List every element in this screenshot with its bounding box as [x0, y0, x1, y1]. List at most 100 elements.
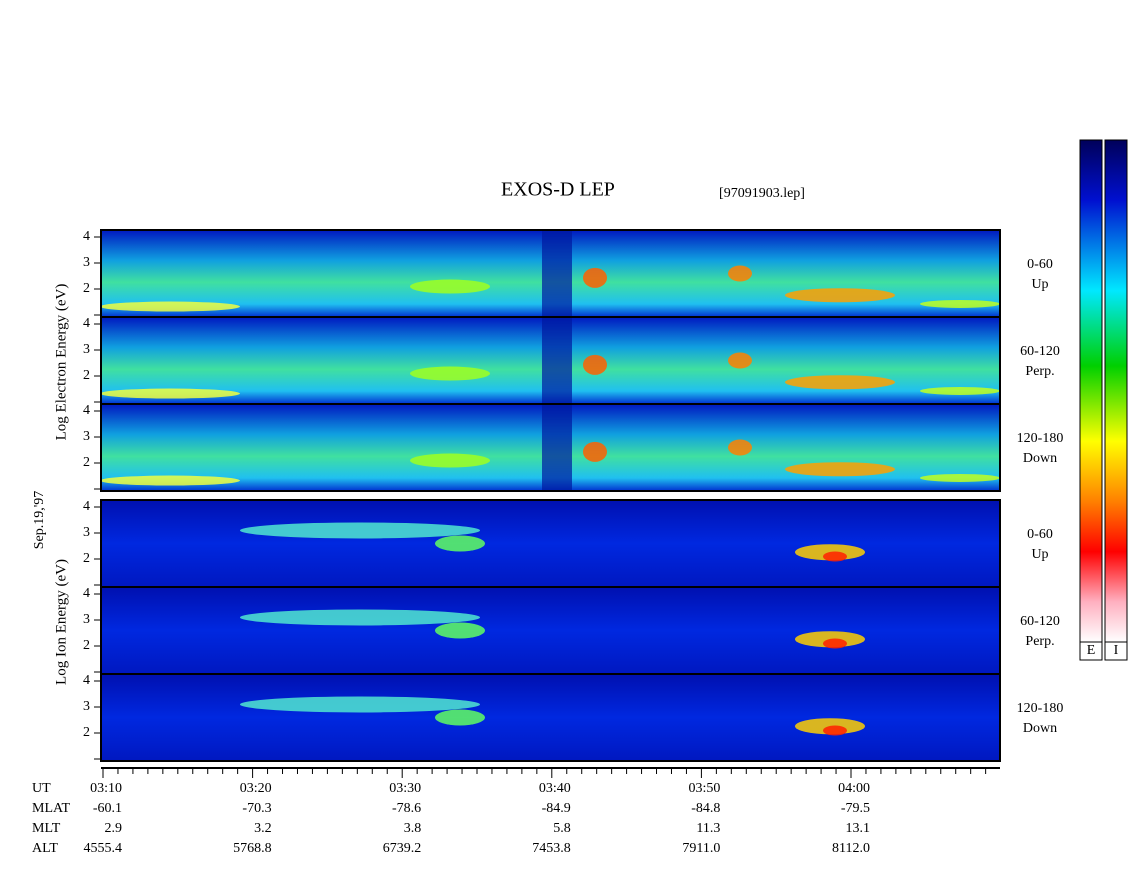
- title: EXOS-D LEP: [501, 179, 615, 201]
- data-gap: [542, 317, 572, 404]
- spectrogram-feature: [435, 535, 485, 552]
- energy-tick-label: 3: [83, 255, 90, 270]
- row-value: 11.3: [696, 821, 720, 836]
- row-value: 03:40: [539, 781, 571, 796]
- panel-label: 0-60: [1027, 527, 1053, 542]
- row-value: 4555.4: [84, 841, 123, 856]
- date: Sep.19,'97: [32, 491, 47, 550]
- panel-label: Down: [1023, 721, 1057, 736]
- row-value: 13.1: [846, 821, 871, 836]
- spectrogram-feature: [583, 441, 607, 462]
- spectrogram-feature: [435, 709, 485, 726]
- energy-tick-label: 4: [83, 229, 90, 244]
- panel-label: Down: [1023, 451, 1057, 466]
- panel-label: 120-180: [1017, 431, 1064, 446]
- spectrogram-panel: [101, 674, 1000, 761]
- panel-label: 120-180: [1017, 701, 1064, 716]
- spectrogram-feature: [920, 299, 1000, 308]
- data-gap: [542, 404, 572, 491]
- panel-label: Perp.: [1025, 634, 1054, 649]
- row-value: -84.8: [691, 801, 720, 816]
- panel-label: 0-60: [1027, 257, 1053, 272]
- row-label: MLAT: [32, 801, 71, 816]
- spectrogram-feature: [583, 267, 607, 288]
- energy-tick-label: 2: [83, 725, 90, 740]
- row-value: 03:10: [90, 781, 122, 796]
- row-value: -79.5: [841, 801, 870, 816]
- energy-tick-label: 2: [83, 551, 90, 566]
- row-value: 3.8: [404, 821, 422, 836]
- spectrogram-feature: [100, 388, 240, 399]
- energy-tick-label: 4: [83, 316, 90, 331]
- row-value: 7453.8: [532, 841, 571, 856]
- row-value: 5.8: [553, 821, 571, 836]
- spectrogram-feature: [785, 375, 895, 390]
- energy-tick-label: 3: [83, 699, 90, 714]
- row-label: UT: [32, 781, 51, 796]
- energy-tick-label: 3: [83, 429, 90, 444]
- row-value: -78.6: [392, 801, 421, 816]
- spectrogram-feature: [435, 622, 485, 639]
- ion-axis-label: Log Ion Energy (eV): [53, 559, 69, 685]
- spectrogram-feature: [100, 475, 240, 486]
- colorbar-box: [1104, 641, 1128, 661]
- spectrogram-feature: [410, 453, 490, 468]
- row-value: 6739.2: [383, 841, 422, 856]
- row-value: 5768.8: [233, 841, 272, 856]
- row-value: 03:50: [689, 781, 721, 796]
- energy-tick-label: 3: [83, 612, 90, 627]
- energy-tick-label: 4: [83, 673, 90, 688]
- electron-axis-label: Log Electron Energy (eV): [53, 284, 69, 441]
- energy-tick-label: 4: [83, 586, 90, 601]
- panel-label: 60-120: [1020, 614, 1060, 629]
- row-label: MLT: [32, 821, 61, 836]
- colorbar-box: [1079, 641, 1103, 661]
- panel-label: 60-120: [1020, 344, 1060, 359]
- spectrogram-feature: [920, 473, 1000, 482]
- row-value: 04:00: [838, 781, 870, 796]
- spectrogram-feature: [240, 609, 480, 626]
- spectrogram-feature: [823, 551, 847, 562]
- row-label: ALT: [32, 841, 58, 856]
- energy-tick-label: 2: [83, 455, 90, 470]
- colorbar-e: [1079, 139, 1103, 643]
- spectrogram-panel: [101, 587, 1000, 674]
- row-value: 2.9: [105, 821, 123, 836]
- spectrogram-feature: [728, 265, 752, 282]
- spectrogram-feature: [100, 301, 240, 312]
- panel-frame: [100, 673, 1001, 762]
- energy-tick-label: 2: [83, 638, 90, 653]
- row-value: 7911.0: [682, 841, 720, 856]
- energy-tick-label: 2: [83, 281, 90, 296]
- spectrogram-panel: [101, 500, 1000, 587]
- row-value: -70.3: [242, 801, 271, 816]
- row-value: 3.2: [254, 821, 272, 836]
- spectrogram-feature: [823, 638, 847, 649]
- spectrogram-feature: [728, 352, 752, 369]
- row-value: 8112.0: [832, 841, 870, 856]
- colorbar-i: [1104, 139, 1128, 643]
- energy-tick-label: 3: [83, 525, 90, 540]
- panel-label: Up: [1031, 277, 1048, 292]
- row-value: 03:30: [389, 781, 421, 796]
- panel-label: Up: [1031, 547, 1048, 562]
- colorbar-label: E: [1087, 643, 1096, 658]
- colorbar-label: I: [1114, 643, 1119, 658]
- panel-frame: [100, 403, 1001, 492]
- spectrogram-feature: [728, 439, 752, 456]
- file-id: [97091903.lep]: [719, 186, 805, 201]
- spectrogram-feature: [410, 366, 490, 381]
- energy-tick-label: 4: [83, 403, 90, 418]
- row-value: 03:20: [240, 781, 272, 796]
- spectrogram-feature: [785, 288, 895, 303]
- row-value: -60.1: [93, 801, 122, 816]
- spectrogram-feature: [410, 279, 490, 294]
- spectrogram-feature: [240, 522, 480, 539]
- spectrogram-feature: [920, 386, 1000, 395]
- energy-tick-label: 2: [83, 368, 90, 383]
- spectrogram-feature: [785, 462, 895, 477]
- spectrogram-feature: [240, 696, 480, 713]
- spectrogram-feature: [583, 354, 607, 375]
- panel-label: Perp.: [1025, 364, 1054, 379]
